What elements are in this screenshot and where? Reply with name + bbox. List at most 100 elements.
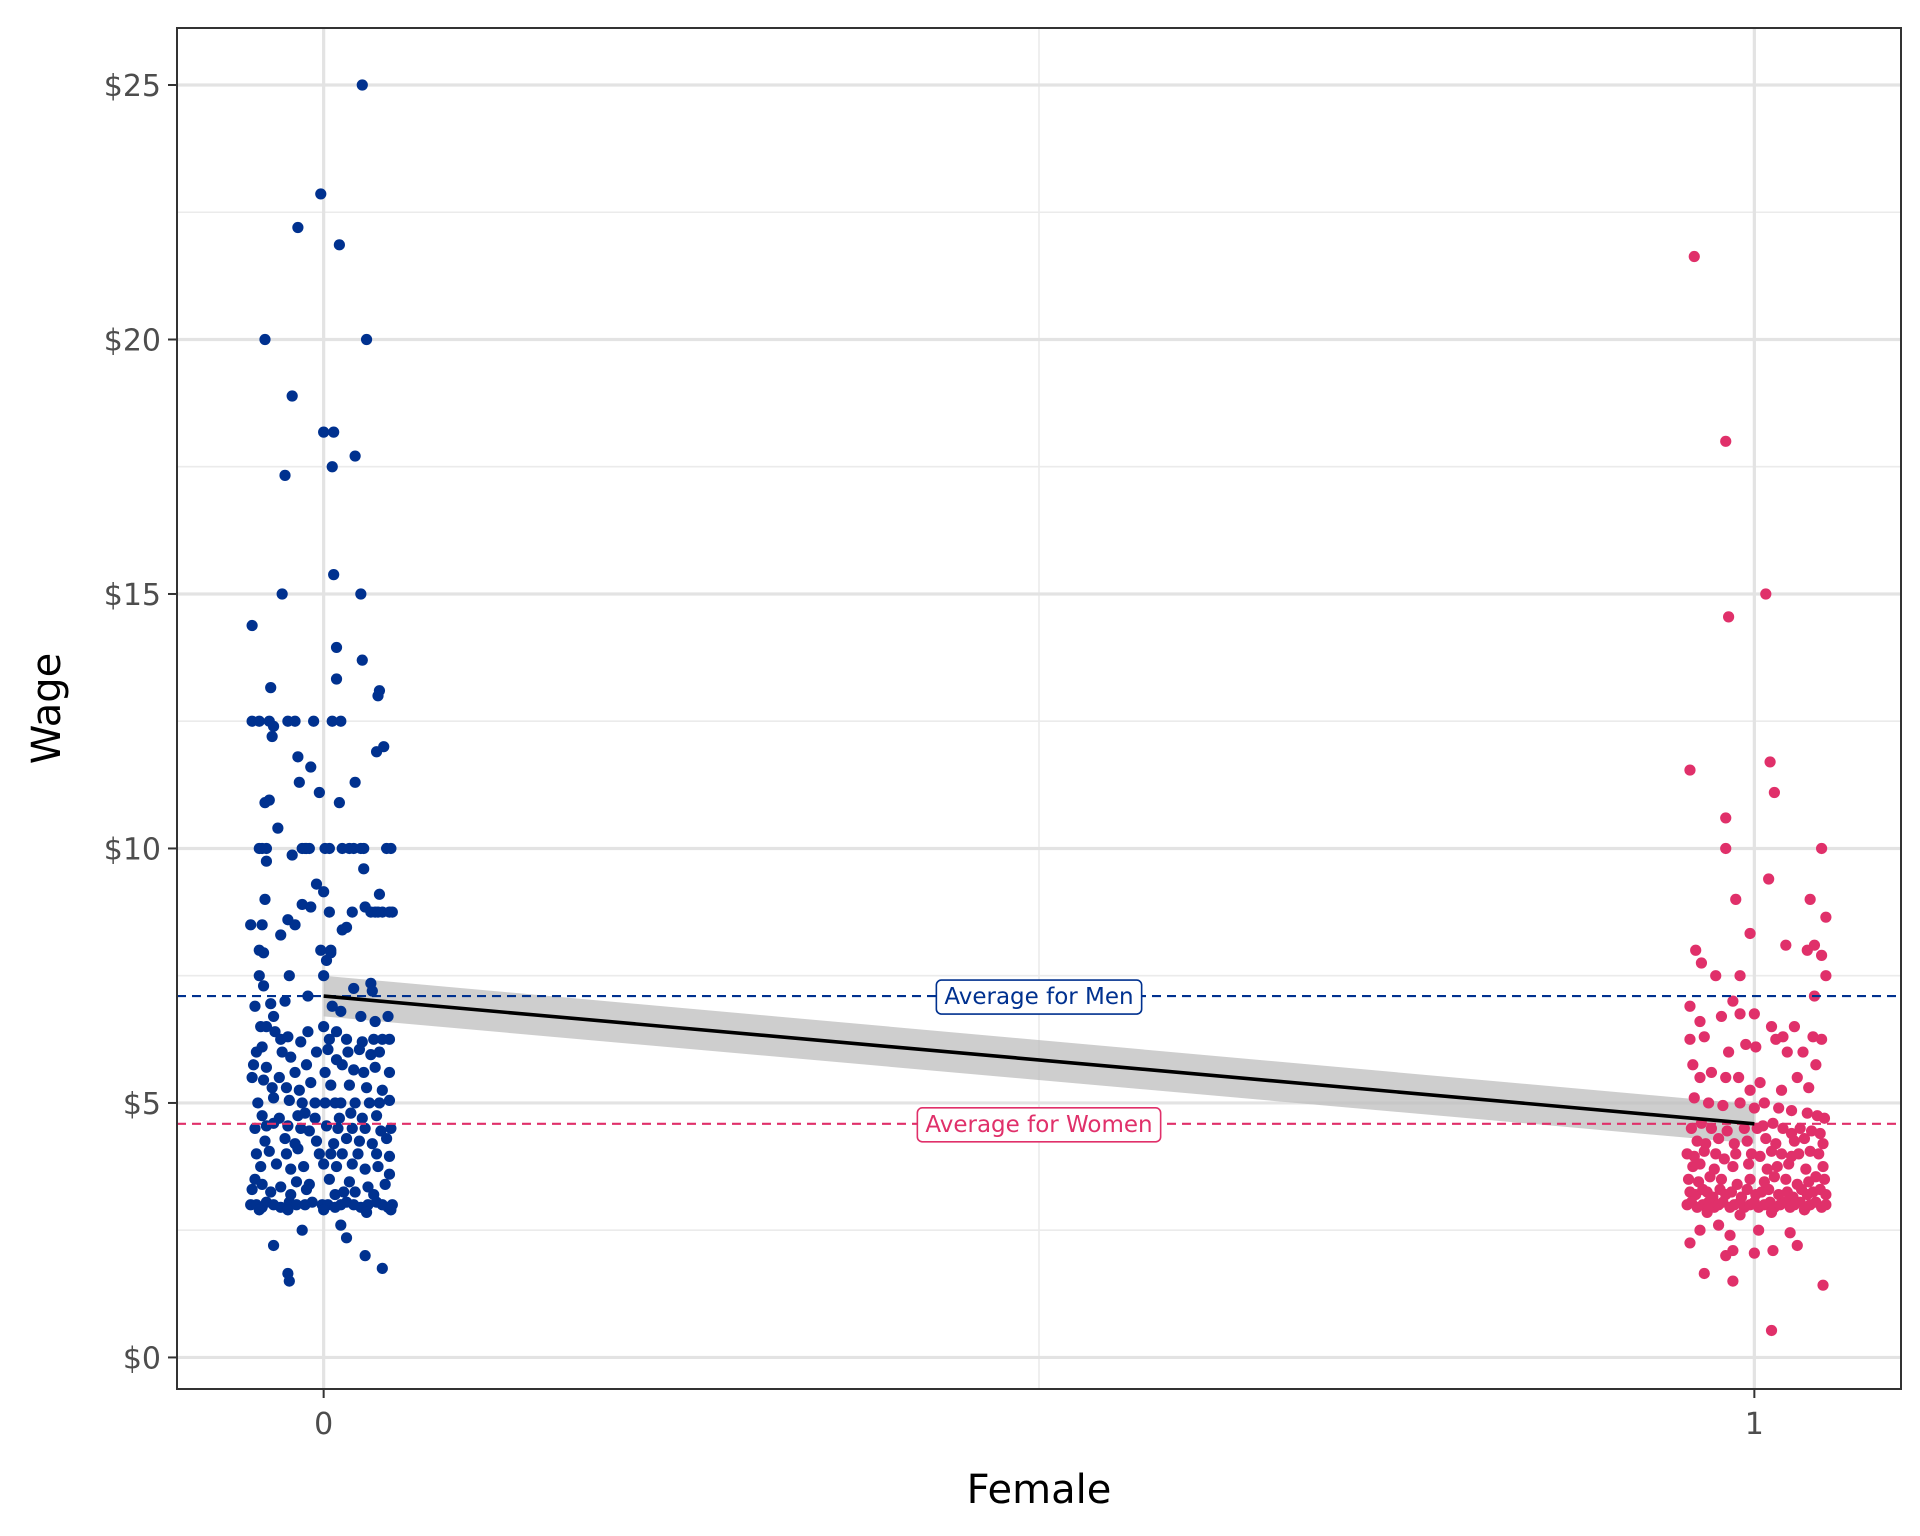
point-group-1 — [1767, 1244, 1779, 1257]
point-group-1 — [1817, 1279, 1829, 1291]
points-layer — [245, 79, 1832, 1337]
average-men-label: Average for Men — [935, 979, 1143, 1015]
point-group-1 — [1723, 1046, 1735, 1058]
point-group-0 — [330, 1160, 343, 1173]
point-group-0 — [385, 1204, 397, 1216]
point-group-0 — [330, 641, 343, 654]
panel-border — [176, 27, 1902, 1390]
point-group-0 — [253, 715, 265, 727]
point-group-1 — [1793, 1148, 1805, 1160]
point-group-1 — [1684, 764, 1696, 776]
point-group-0 — [318, 1021, 330, 1033]
point-group-0 — [338, 1186, 350, 1198]
point-group-1 — [1741, 1183, 1753, 1196]
point-group-0 — [383, 1033, 396, 1045]
point-group-0 — [349, 776, 361, 788]
point-group-0 — [326, 715, 338, 727]
point-group-0 — [376, 1262, 388, 1274]
point-group-1 — [1810, 1171, 1822, 1183]
point-group-0 — [310, 1135, 323, 1147]
point-group-0 — [279, 469, 291, 481]
point-group-1 — [1734, 1209, 1746, 1221]
point-group-0 — [333, 239, 345, 251]
point-group-1 — [1698, 1031, 1710, 1043]
point-group-0 — [296, 898, 308, 911]
point-group-0 — [373, 1097, 386, 1109]
point-group-0 — [319, 1066, 331, 1079]
point-group-0 — [355, 588, 367, 600]
point-group-0 — [265, 682, 277, 694]
point-group-1 — [1760, 1132, 1772, 1145]
point-group-0 — [265, 1186, 277, 1198]
point-group-1 — [1758, 1097, 1770, 1109]
point-group-0 — [295, 1122, 307, 1135]
point-group-0 — [256, 1041, 268, 1053]
point-group-0 — [292, 1143, 304, 1155]
point-group-0 — [246, 1071, 258, 1084]
point-group-0 — [285, 1051, 297, 1063]
point-group-1 — [1694, 1071, 1706, 1084]
point-group-0 — [346, 1158, 358, 1170]
point-group-0 — [270, 1158, 283, 1170]
point-group-1 — [1695, 957, 1708, 969]
point-group-0 — [358, 842, 370, 855]
point-group-0 — [290, 1199, 303, 1211]
point-group-0 — [353, 1043, 366, 1056]
point-group-0 — [282, 1204, 294, 1216]
point-group-1 — [1720, 1250, 1732, 1262]
point-group-1 — [1765, 1324, 1778, 1337]
point-group-0 — [256, 1110, 268, 1122]
point-group-0 — [275, 929, 287, 941]
point-group-0 — [336, 1059, 348, 1071]
point-group-1 — [1815, 949, 1828, 961]
point-group-1 — [1818, 1112, 1831, 1124]
point-group-1 — [1694, 1158, 1706, 1170]
point-group-1 — [1754, 1076, 1766, 1089]
point-group-1 — [1723, 611, 1735, 623]
point-group-0 — [343, 1176, 355, 1188]
point-group-1 — [1710, 1148, 1722, 1160]
point-group-1 — [1720, 842, 1732, 855]
point-group-1 — [1794, 1122, 1806, 1135]
point-group-1 — [1710, 970, 1722, 982]
point-group-0 — [359, 1250, 371, 1262]
point-group-0 — [366, 985, 378, 997]
point-group-1 — [1820, 911, 1832, 923]
point-group-0 — [369, 1061, 381, 1073]
point-group-1 — [1682, 1173, 1695, 1185]
point-group-0 — [283, 1094, 295, 1107]
point-group-0 — [318, 426, 330, 438]
point-group-0 — [256, 1178, 268, 1190]
point-group-0 — [343, 1079, 355, 1091]
point-group-1 — [1720, 812, 1732, 824]
point-group-0 — [318, 1204, 330, 1216]
point-group-0 — [363, 1097, 376, 1109]
point-group-1 — [1720, 435, 1732, 447]
point-group-1 — [1741, 1135, 1753, 1147]
average-men-label-box — [935, 979, 1143, 1015]
point-group-0 — [247, 1059, 260, 1071]
point-group-0 — [310, 1046, 323, 1058]
point-group-1 — [1760, 588, 1772, 600]
point-group-0 — [280, 1148, 293, 1160]
point-group-0 — [323, 1173, 335, 1185]
point-group-0 — [259, 893, 271, 905]
point-group-1 — [1731, 1178, 1743, 1190]
point-group-0 — [342, 1046, 354, 1058]
point-group-0 — [372, 1160, 384, 1173]
point-group-0 — [368, 1033, 380, 1045]
point-group-0 — [376, 1084, 388, 1096]
point-group-0 — [300, 1059, 313, 1071]
point-group-0 — [267, 720, 280, 732]
point-group-0 — [366, 1138, 378, 1150]
point-group-0 — [252, 1097, 264, 1109]
point-group-1 — [1725, 1186, 1738, 1198]
point-group-0 — [373, 888, 386, 900]
point-group-1 — [1775, 1084, 1788, 1096]
point-group-0 — [319, 1097, 331, 1109]
point-group-1 — [1800, 1163, 1812, 1175]
point-group-1 — [1698, 1267, 1710, 1280]
y-axis-title: Wage — [24, 653, 70, 765]
point-group-0 — [310, 878, 323, 890]
point-group-1 — [1748, 1008, 1760, 1020]
